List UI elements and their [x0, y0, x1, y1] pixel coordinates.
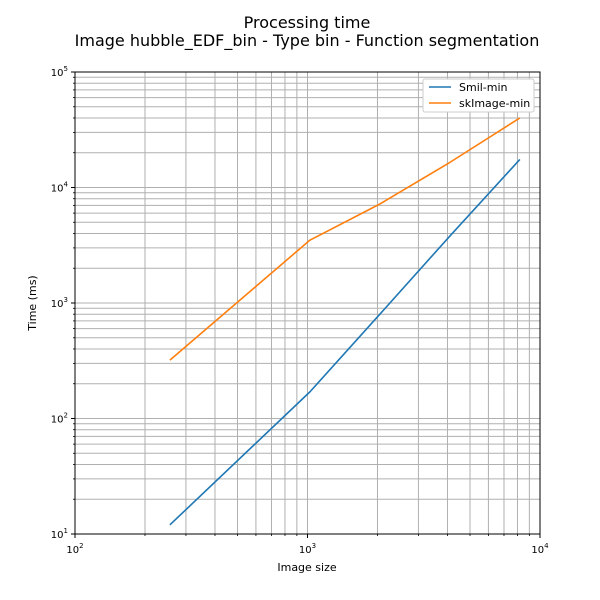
chart-subtitle: Image hubble_EDF_bin - Type bin - Functi…: [75, 31, 540, 51]
y-tick-label: 102: [51, 412, 68, 426]
legend-label: Smil-min: [459, 81, 508, 94]
x-tick-label: 104: [531, 542, 549, 556]
series-line-skimage-min: [169, 117, 521, 361]
x-axis-label: Image size: [277, 561, 337, 574]
y-tick-label: 104: [51, 181, 69, 195]
y-tick-label: 105: [51, 65, 68, 79]
x-tick-label: 103: [299, 542, 316, 556]
y-axis-label: Time (ms): [26, 275, 39, 331]
chart-title: Processing time: [244, 13, 371, 32]
legend: Smil-min skImage-min: [422, 78, 535, 113]
series-lines: [169, 117, 521, 526]
legend-label: skImage-min: [459, 97, 530, 110]
series-line-smil-min: [169, 158, 521, 526]
grid: [75, 72, 540, 534]
y-tick-label: 103: [51, 296, 68, 310]
x-tick-label: 102: [66, 542, 83, 556]
y-tick-label: 101: [51, 527, 68, 541]
